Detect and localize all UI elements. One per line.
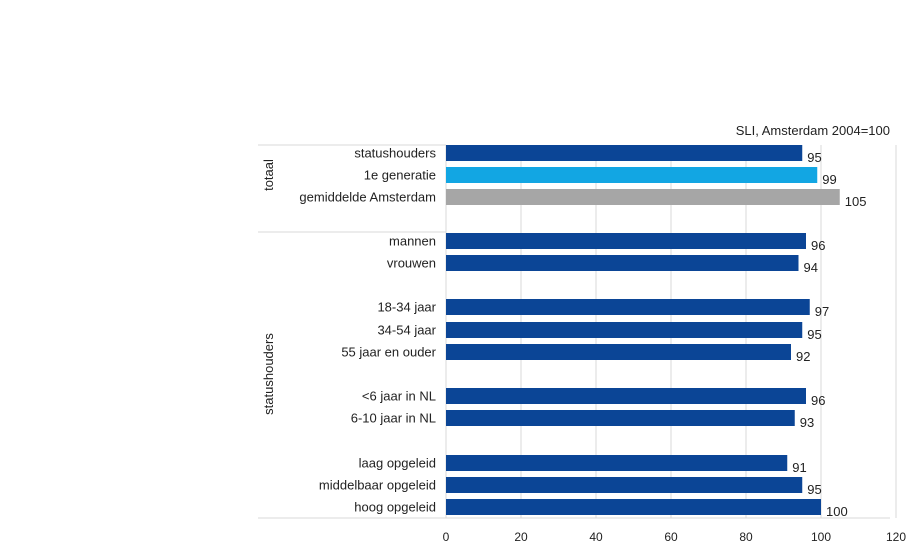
value-label: 95: [807, 482, 821, 497]
x-tick-label: 0: [443, 530, 450, 544]
bar: [446, 499, 821, 515]
chart-title: SLI, Amsterdam 2004=100: [736, 123, 890, 138]
category-label: gemiddelde Amsterdam: [299, 190, 436, 205]
bar: [446, 189, 840, 205]
group-labels: totaal statushouders: [261, 159, 276, 415]
bar: [446, 322, 803, 338]
x-tick-label: 20: [514, 530, 528, 544]
value-label: 92: [796, 349, 810, 364]
x-tick-label: 60: [664, 530, 678, 544]
bar: [446, 410, 795, 426]
x-axis-ticks: 0 20 40 60 80 100 120: [443, 530, 907, 544]
group-label: statushouders: [261, 333, 276, 415]
category-label: 18-34 jaar: [377, 300, 436, 315]
bar: [446, 344, 791, 360]
value-label: 96: [811, 238, 825, 253]
category-label: 34-54 jaar: [377, 323, 436, 338]
category-label: 55 jaar en ouder: [341, 345, 436, 360]
bar: [446, 299, 810, 315]
bars: [446, 145, 840, 515]
category-label: middelbaar opgeleid: [319, 478, 436, 493]
category-label: laag opgeleid: [359, 456, 436, 471]
bar: [446, 388, 806, 404]
value-label: 99: [822, 172, 836, 187]
category-label: <6 jaar in NL: [362, 389, 436, 404]
bar: [446, 255, 799, 271]
value-label: 94: [804, 260, 818, 275]
bar: [446, 477, 803, 493]
bar: [446, 233, 806, 249]
value-label: 100: [826, 504, 848, 519]
category-label: 6-10 jaar in NL: [351, 411, 436, 426]
x-tick-label: 120: [886, 530, 906, 544]
value-label: 96: [811, 393, 825, 408]
value-label: 97: [815, 304, 829, 319]
x-tick-label: 40: [589, 530, 603, 544]
category-label: 1e generatie: [364, 168, 436, 183]
bar: [446, 145, 803, 161]
bar: [446, 167, 818, 183]
category-labels: statushouders 1e generatie gemiddelde Amst…: [299, 146, 436, 515]
x-tick-label: 80: [739, 530, 753, 544]
value-label: 91: [792, 460, 806, 475]
category-label: hoog opgeleid: [354, 500, 436, 515]
category-label: statushouders: [354, 146, 436, 161]
value-label: 95: [807, 150, 821, 165]
x-tick-label: 100: [811, 530, 831, 544]
bar: [446, 455, 788, 471]
value-label: 93: [800, 415, 814, 430]
value-label: 95: [807, 327, 821, 342]
group-label: totaal: [261, 159, 276, 191]
category-label: mannen: [389, 234, 436, 249]
category-label: vrouwen: [387, 256, 436, 271]
value-label: 105: [845, 194, 867, 209]
